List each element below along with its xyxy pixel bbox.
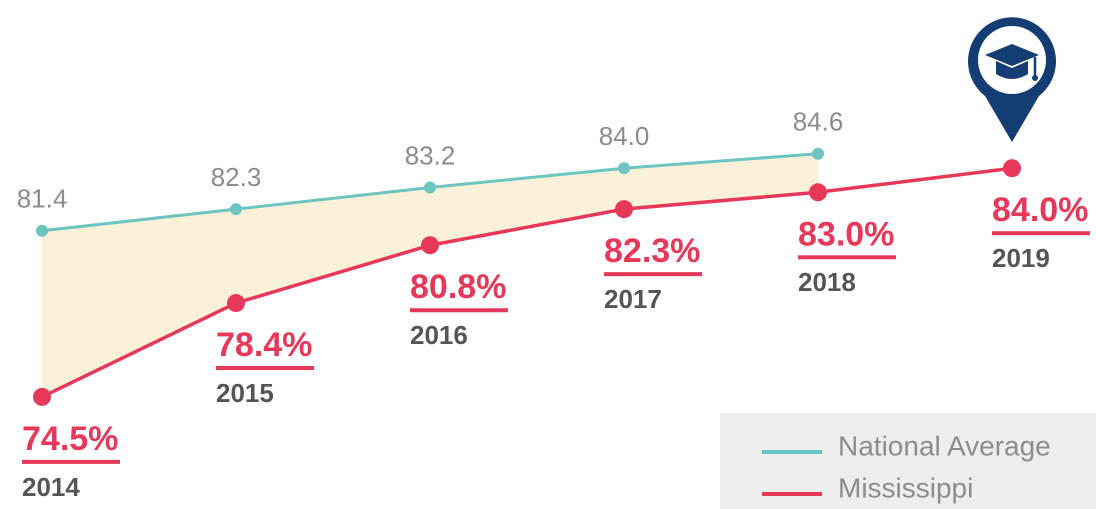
value-label: 83.2 <box>405 140 456 170</box>
point <box>36 224 48 237</box>
cap-base <box>996 61 1028 79</box>
x-tick-label: 2016 <box>410 320 468 350</box>
pin-icon <box>968 17 1056 142</box>
underline <box>798 255 896 260</box>
tassel-end <box>1032 75 1038 81</box>
value-label: 78.4% <box>216 326 312 364</box>
point <box>809 183 827 202</box>
underline <box>216 366 314 371</box>
x-tick-label: 2018 <box>798 267 856 297</box>
legend-label: Mississippi <box>838 472 973 503</box>
underline <box>410 308 508 313</box>
x-tick-label: 2019 <box>992 243 1050 273</box>
legend-label: National Average <box>838 430 1051 461</box>
value-label: 74.5% <box>22 420 118 458</box>
x-tick-label: 2014 <box>22 472 80 502</box>
point <box>812 147 824 160</box>
value-label: 84.6 <box>793 107 844 137</box>
point <box>421 236 439 255</box>
underline <box>992 231 1090 236</box>
underline <box>22 459 120 464</box>
point <box>230 203 242 216</box>
value-label: 82.3% <box>604 232 700 270</box>
value-label: 81.4 <box>17 184 68 214</box>
point <box>33 387 51 406</box>
underline <box>604 272 702 277</box>
point <box>424 181 436 194</box>
value-label: 83.0% <box>798 215 894 253</box>
value-label: 84.0 <box>599 121 650 151</box>
value-label: 82.3 <box>211 162 262 192</box>
point <box>618 162 630 175</box>
point <box>1003 159 1021 178</box>
point <box>615 200 633 219</box>
value-label: 80.8% <box>410 268 506 306</box>
cap-top <box>985 44 1039 66</box>
value-label: 84.0% <box>992 191 1088 229</box>
series-line <box>41 166 1013 399</box>
x-tick-label: 2017 <box>604 284 662 314</box>
x-tick-label: 2015 <box>216 378 274 408</box>
point <box>227 294 245 313</box>
